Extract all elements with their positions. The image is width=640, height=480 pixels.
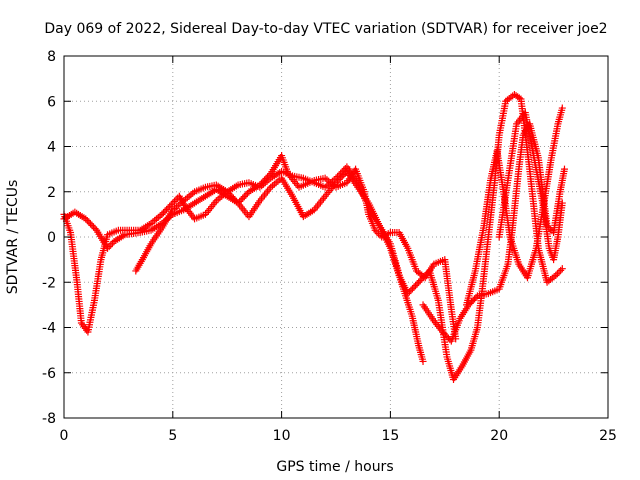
y-tick-label: -2 bbox=[42, 275, 56, 291]
data-point bbox=[553, 270, 561, 278]
data-point bbox=[83, 217, 91, 225]
data-point bbox=[91, 225, 99, 233]
data-point bbox=[560, 165, 568, 173]
data-point bbox=[107, 241, 115, 249]
data-point bbox=[234, 199, 242, 207]
data-point bbox=[237, 196, 245, 204]
data-point bbox=[239, 194, 247, 202]
data-point bbox=[558, 265, 566, 273]
data-point bbox=[236, 197, 244, 205]
data-point bbox=[558, 199, 566, 207]
data-point bbox=[104, 244, 112, 252]
data-point bbox=[334, 173, 342, 181]
data-point bbox=[86, 220, 94, 228]
x-axis-label: GPS time / hours bbox=[276, 459, 393, 475]
x-tick-label: 10 bbox=[273, 428, 291, 444]
data-point bbox=[419, 357, 427, 365]
data-point bbox=[371, 226, 379, 234]
data-point bbox=[161, 207, 169, 215]
x-tick-label: 15 bbox=[381, 428, 399, 444]
series-track-e bbox=[463, 104, 566, 309]
y-tick-label: -4 bbox=[42, 321, 56, 337]
data-point bbox=[421, 272, 429, 280]
data-point bbox=[164, 204, 172, 212]
grid bbox=[64, 56, 608, 418]
y-tick-label: -6 bbox=[42, 366, 56, 382]
y-tick-label: 8 bbox=[47, 49, 56, 65]
data-point bbox=[82, 215, 90, 223]
x-tick-label: 25 bbox=[599, 428, 617, 444]
data-point bbox=[557, 266, 565, 274]
data-point bbox=[85, 218, 93, 226]
data-point bbox=[340, 166, 348, 174]
data-point bbox=[418, 275, 426, 283]
x-tick-label: 5 bbox=[168, 428, 177, 444]
data-point bbox=[552, 271, 560, 279]
data-point bbox=[515, 94, 523, 102]
data-point bbox=[410, 283, 418, 291]
data-point bbox=[170, 197, 178, 205]
data-point bbox=[558, 104, 566, 112]
data-point bbox=[335, 171, 343, 179]
data-point bbox=[413, 280, 421, 288]
y-tick-label: -8 bbox=[42, 411, 56, 427]
data-point bbox=[105, 243, 113, 251]
data-point bbox=[555, 268, 563, 276]
data-point bbox=[90, 223, 98, 231]
data-point bbox=[412, 281, 420, 289]
data-point bbox=[240, 193, 248, 201]
data-point bbox=[404, 290, 412, 298]
data-point bbox=[419, 273, 427, 281]
y-tick-label: 0 bbox=[47, 230, 56, 246]
data-point bbox=[242, 191, 250, 199]
data-point bbox=[166, 202, 174, 210]
x-tick-label: 20 bbox=[490, 428, 508, 444]
series-track-f bbox=[495, 109, 566, 264]
x-tick-label: 0 bbox=[60, 428, 69, 444]
data-point bbox=[338, 168, 346, 176]
data-point bbox=[472, 293, 480, 301]
data-point bbox=[167, 201, 175, 209]
data-point bbox=[337, 169, 345, 177]
data-point bbox=[88, 221, 96, 229]
data-point bbox=[416, 277, 424, 285]
data-point bbox=[332, 174, 340, 182]
data-points bbox=[60, 90, 568, 384]
data-point bbox=[415, 278, 423, 286]
data-point bbox=[159, 209, 167, 217]
data-point bbox=[407, 286, 415, 294]
y-axis-label: SDTVAR / TECUs bbox=[5, 180, 21, 295]
data-point bbox=[422, 270, 430, 278]
data-point bbox=[408, 285, 416, 293]
axis-ticks: -8 -6 -4 -2 0 2 4 6 8 0 5 10 15 20 25 bbox=[42, 49, 617, 444]
y-tick-label: 4 bbox=[47, 140, 56, 156]
data-point bbox=[405, 288, 413, 296]
data-point bbox=[163, 206, 171, 214]
y-tick-label: 2 bbox=[47, 185, 56, 201]
data-point bbox=[169, 199, 177, 207]
y-tick-label: 6 bbox=[47, 94, 56, 110]
chart-title: Day 069 of 2022, Sidereal Day-to-day VTE… bbox=[44, 21, 607, 37]
data-point bbox=[158, 210, 166, 218]
